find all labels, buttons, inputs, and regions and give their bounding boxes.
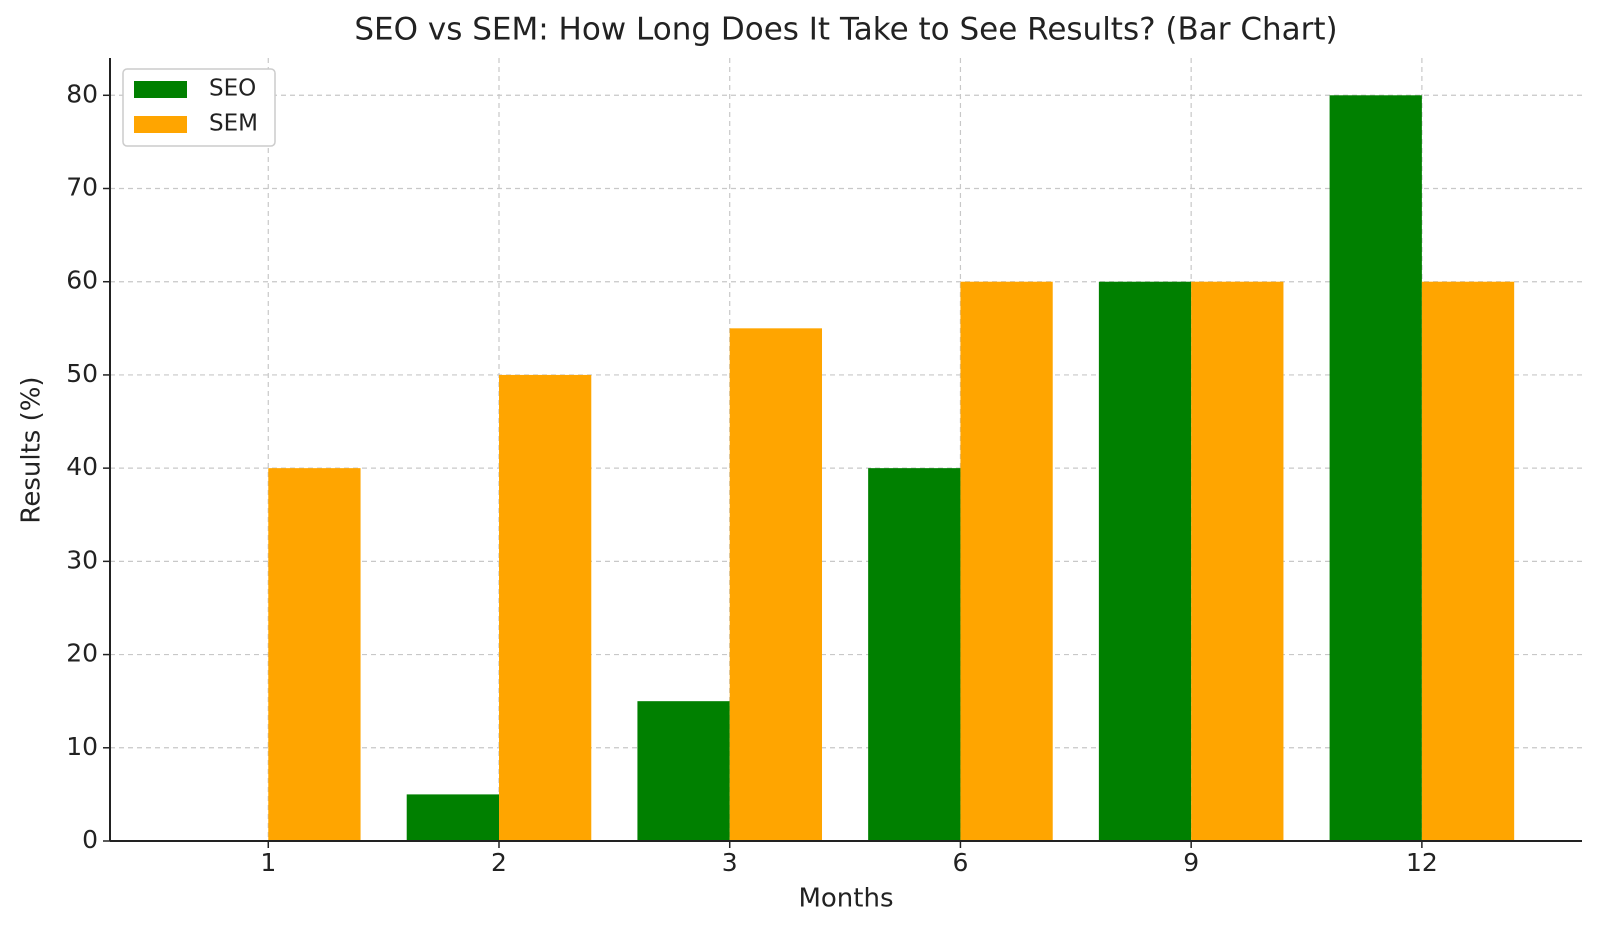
bar (729, 328, 823, 842)
legend-label: SEM (209, 111, 258, 137)
x-tick-label: 9 (1183, 848, 1199, 877)
legend-swatch (134, 81, 187, 98)
y-tick-label: 0 (82, 825, 98, 854)
x-tick-label: 6 (952, 848, 968, 877)
y-tick-label: 20 (66, 639, 98, 668)
y-tick-label: 10 (66, 732, 98, 761)
chart-title: SEO vs SEM: How Long Does It Take to See… (354, 12, 1337, 48)
y-tick-label: 80 (66, 79, 98, 108)
legend-label: SEO (209, 76, 256, 102)
x-axis-label: Months (798, 884, 893, 914)
bar (1191, 281, 1284, 841)
x-tick-label: 2 (491, 848, 507, 877)
x-tick-label: 3 (722, 848, 738, 877)
bar (868, 468, 961, 841)
legend-swatch (134, 116, 187, 133)
y-tick-label: 70 (66, 173, 98, 202)
bar (1098, 281, 1192, 841)
y-tick-label: 40 (66, 452, 98, 481)
bar (498, 374, 592, 841)
y-tick-label: 50 (66, 359, 98, 388)
x-tick-label: 12 (1406, 848, 1438, 877)
bar (268, 468, 361, 841)
bar (406, 794, 499, 841)
bar (1421, 281, 1515, 841)
bar (1329, 95, 1422, 842)
x-tick-label: 1 (260, 848, 276, 877)
bar (960, 281, 1053, 841)
y-axis-label: Results (%) (17, 376, 47, 523)
y-tick-label: 30 (66, 545, 98, 574)
y-tick-label: 60 (66, 266, 98, 295)
bar (637, 701, 730, 841)
